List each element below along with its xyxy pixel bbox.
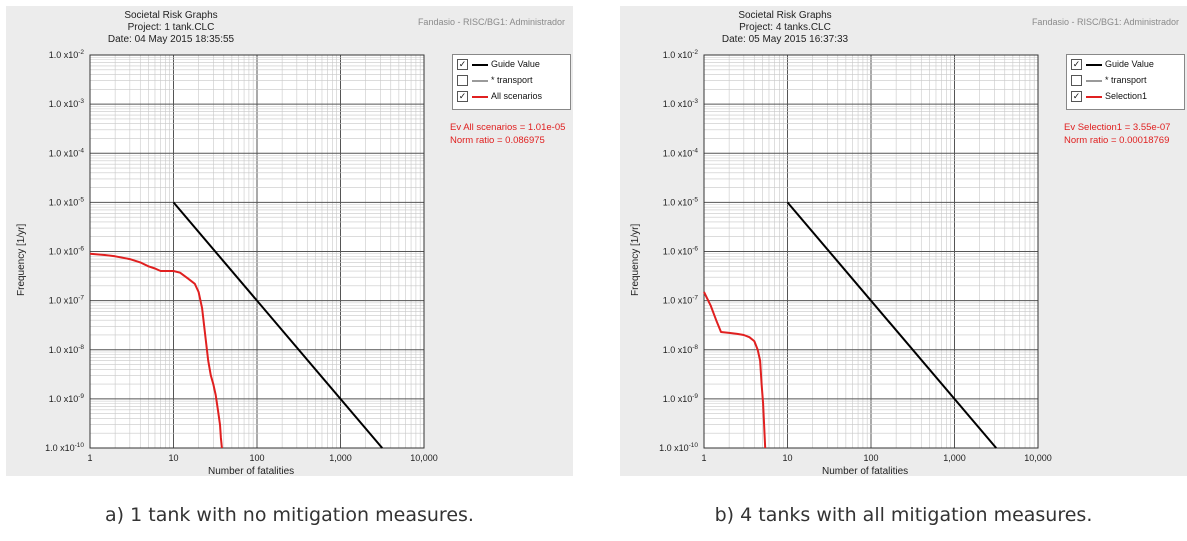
legend-label: Guide Value — [1105, 59, 1154, 69]
y-tick-label: 1.0 x10-5 — [49, 196, 85, 207]
legend-checkbox-checked-icon[interactable]: ✓ — [1071, 59, 1082, 71]
legend-b: ✓ Guide Value * transport ✓ Selection1 — [1066, 54, 1185, 110]
x-tick-label: 1 — [87, 453, 92, 463]
user-label-a: Fandasio - RISC/BG1: Administrador — [417, 17, 565, 27]
legend-entry-guide-b[interactable]: ✓ Guide Value — [1071, 59, 1154, 73]
legend-line-icon — [1086, 63, 1102, 66]
y-tick-label: 1.0 x10-7 — [663, 295, 699, 306]
y-tick-label: 1.0 x10-2 — [663, 49, 699, 60]
annotation-norm-ratio-a: Norm ratio = 0.086975 — [450, 135, 545, 146]
y-tick-label: 1.0 x10-2 — [49, 49, 85, 60]
y-tick-label: 1.0 x10-7 — [49, 295, 85, 306]
y-tick-label: 1.0 x10-4 — [49, 147, 85, 158]
legend-line-icon — [472, 79, 488, 82]
x-tick-label: 1 — [701, 453, 706, 463]
legend-line-icon — [1086, 95, 1102, 98]
legend-entry-transport-a[interactable]: * transport — [457, 75, 533, 89]
legend-checkbox-unchecked-icon[interactable] — [457, 75, 468, 87]
guide-value-line — [786, 201, 997, 449]
x-tick-label: 1,000 — [329, 453, 352, 463]
x-tick-label: 10,000 — [410, 453, 438, 463]
legend-entry-guide-a[interactable]: ✓ Guide Value — [457, 59, 540, 73]
legend-entry-selection-b[interactable]: ✓ Selection1 — [1071, 91, 1147, 105]
y-axis-label-a: Frequency [1/yr] — [16, 223, 27, 296]
y-tick-label: 1.0 x10-9 — [663, 393, 699, 404]
legend-checkbox-unchecked-icon[interactable] — [1071, 75, 1082, 87]
y-tick-label: 1.0 x10-5 — [663, 196, 699, 207]
chart-title-block-a: Societal Risk Graphs Project: 1 tank.CLC… — [6, 10, 336, 46]
x-tick-label: 10 — [168, 453, 178, 463]
legend-checkbox-checked-icon[interactable]: ✓ — [1071, 91, 1082, 103]
chart-date-b: Date: 05 May 2015 16:37:33 — [721, 34, 849, 45]
user-label-b: Fandasio - RISC/BG1: Administrador — [1031, 17, 1179, 27]
y-tick-label: 1.0 x10-6 — [49, 246, 85, 257]
caption-b: b) 4 tanks with all mitigation measures. — [714, 504, 1093, 526]
annotation-ev-a: Ev All scenarios = 1.01e-05 — [450, 122, 566, 133]
legend-label: All scenarios — [491, 91, 543, 101]
chart-panel-a: 1 10 100 1,000 10,000 1.0 x10-10 1.0 x10-9 1.0 … — [6, 6, 573, 477]
y-tick-label: 1.0 x10-3 — [663, 98, 699, 109]
chart-date-a: Date: 04 May 2015 18:35:55 — [107, 34, 235, 45]
legend-entry-transport-b[interactable]: * transport — [1071, 75, 1147, 89]
chart-plot-b: 1 10 100 1,000 10,000 1.0 x10-10 1.0 x10-9 1.0 … — [659, 49, 1052, 463]
chart-title-b: Societal Risk Graphs — [738, 10, 832, 21]
x-tick-label: 10,000 — [1024, 453, 1052, 463]
legend-label: * transport — [491, 75, 533, 85]
chart-panel-b: 1 10 100 1,000 10,000 1.0 x10-10 1.0 x10-9 1.0 … — [620, 6, 1187, 477]
scenario-line — [703, 291, 767, 449]
y-tick-label: 1.0 x10-8 — [49, 344, 85, 355]
legend-line-icon — [1086, 79, 1102, 82]
y-axis-label-b: Frequency [1/yr] — [630, 223, 641, 296]
legend-checkbox-checked-icon[interactable]: ✓ — [457, 91, 468, 103]
y-tick-label: 1.0 x10-10 — [659, 442, 698, 453]
guide-value-line — [172, 201, 383, 449]
legend-entry-scenarios-a[interactable]: ✓ All scenarios — [457, 91, 542, 105]
x-tick-label: 10 — [782, 453, 792, 463]
legend-checkbox-checked-icon[interactable]: ✓ — [457, 59, 468, 71]
scenario-line — [89, 252, 223, 449]
chart-plot-a: 1 10 100 1,000 10,000 1.0 x10-10 1.0 x10-9 1.0 … — [45, 49, 438, 463]
x-tick-label: 100 — [863, 453, 878, 463]
plot-border — [703, 54, 1039, 449]
legend-label: Selection1 — [1105, 91, 1148, 101]
x-tick-label: 100 — [249, 453, 264, 463]
chart-project-b: Project: 4 tanks.CLC — [739, 22, 831, 33]
annotation-ev-b: Ev Selection1 = 3.55e-07 — [1064, 122, 1171, 133]
chart-project-a: Project: 1 tank.CLC — [127, 22, 215, 33]
y-tick-label: 1.0 x10-9 — [49, 393, 85, 404]
x-axis-label-b: Number of fatalities — [822, 466, 909, 477]
y-tick-label: 1.0 x10-3 — [49, 98, 85, 109]
plot-border — [89, 54, 425, 449]
caption-a: a) 1 tank with no mitigation measures. — [105, 504, 474, 526]
x-tick-label: 1,000 — [943, 453, 966, 463]
legend-label: * transport — [1105, 75, 1147, 85]
legend-a: ✓ Guide Value * transport ✓ All scenarios — [452, 54, 571, 110]
annotation-norm-ratio-b: Norm ratio = 0.00018769 — [1064, 135, 1170, 146]
y-tick-label: 1.0 x10-10 — [45, 442, 84, 453]
legend-line-icon — [472, 63, 488, 66]
y-tick-label: 1.0 x10-8 — [663, 344, 699, 355]
legend-line-icon — [472, 95, 488, 98]
chart-title-block-b: Societal Risk Graphs Project: 4 tanks.CL… — [620, 10, 950, 46]
legend-label: Guide Value — [491, 59, 540, 69]
y-tick-label: 1.0 x10-6 — [663, 246, 699, 257]
y-tick-label: 1.0 x10-4 — [663, 147, 699, 158]
x-axis-label-a: Number of fatalities — [208, 466, 295, 477]
chart-title-a: Societal Risk Graphs — [124, 10, 218, 21]
